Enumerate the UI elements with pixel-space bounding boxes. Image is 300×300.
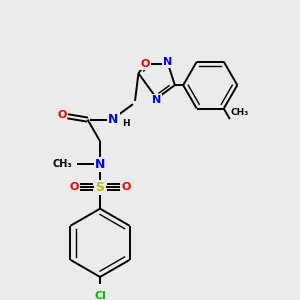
Text: O: O [141, 59, 150, 69]
Text: H: H [122, 119, 129, 128]
Text: O: O [57, 110, 66, 120]
Text: S: S [95, 181, 104, 194]
Text: Cl: Cl [94, 291, 106, 300]
Text: N: N [95, 158, 105, 171]
Text: O: O [70, 182, 79, 192]
Text: CH₃: CH₃ [52, 159, 72, 169]
Text: N: N [163, 57, 172, 67]
Text: CH₃: CH₃ [231, 109, 249, 118]
Text: N: N [152, 94, 161, 105]
Text: O: O [121, 182, 130, 192]
Text: N: N [108, 113, 118, 126]
